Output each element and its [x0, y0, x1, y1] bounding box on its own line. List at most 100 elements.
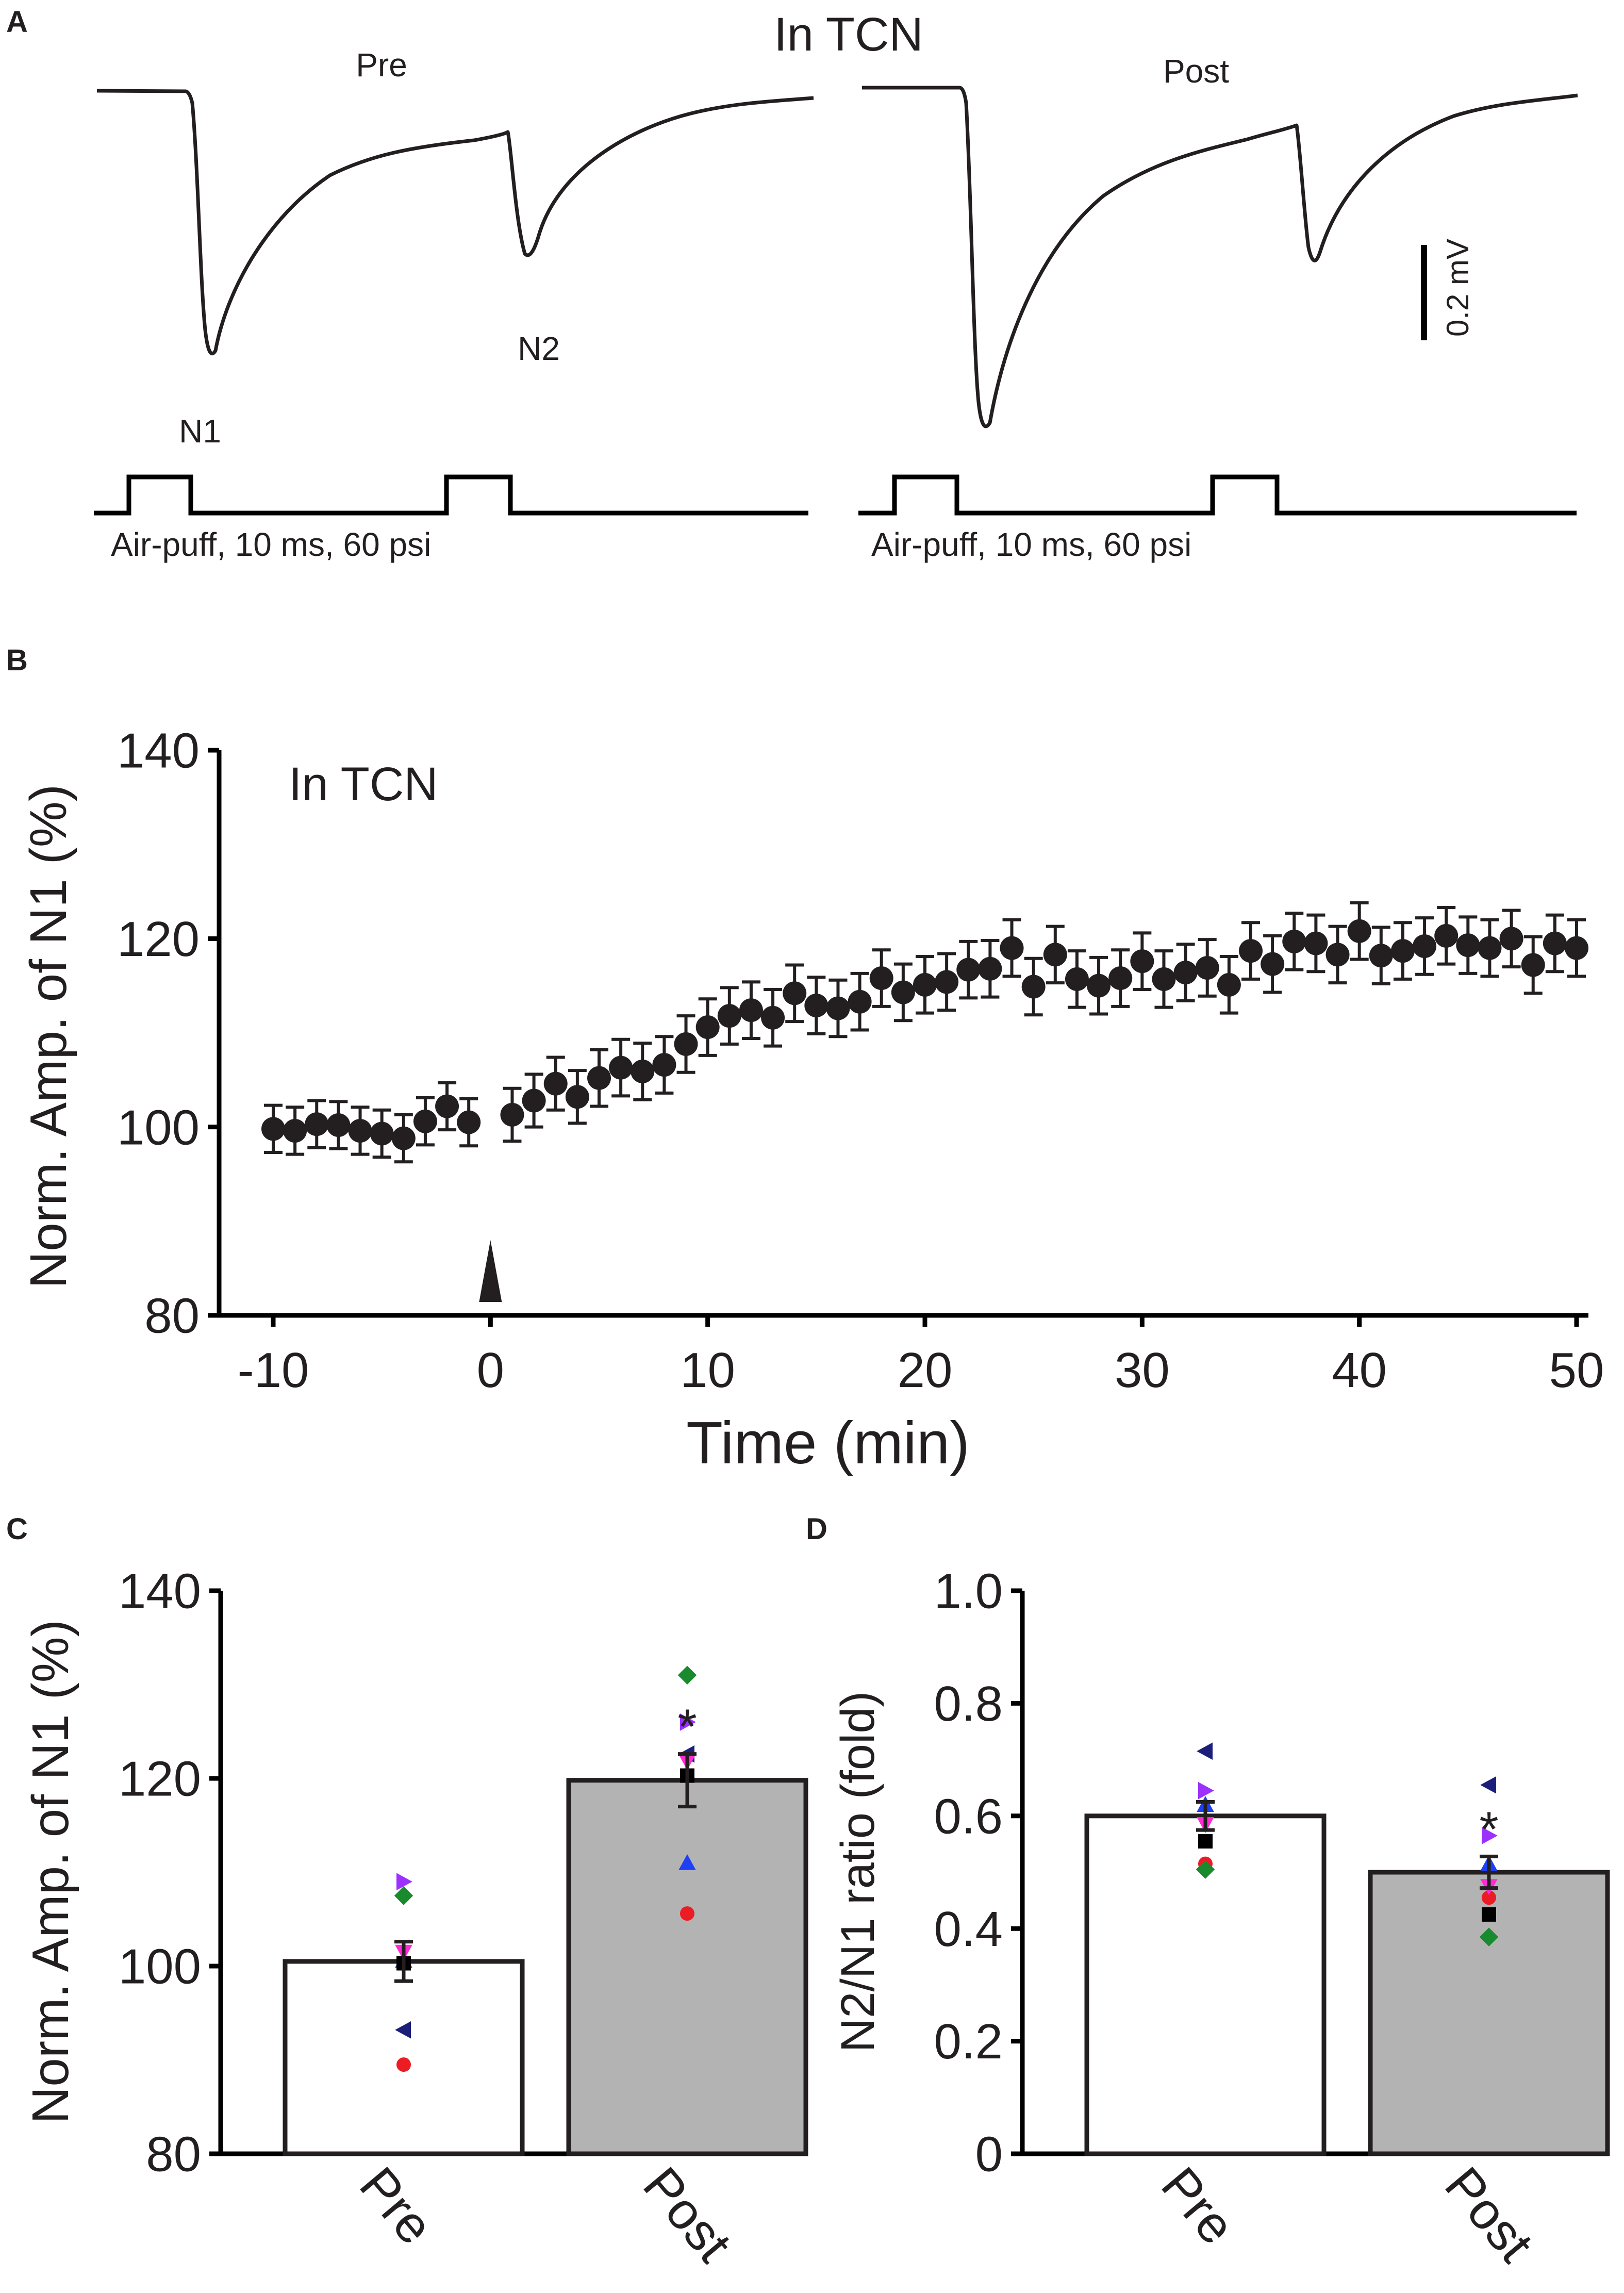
b-data-point: [565, 1085, 589, 1109]
c-y-tick-label: 140: [119, 1564, 201, 1619]
d-y-axis-label: N2/N1 ratio (fold): [832, 1691, 884, 2052]
d-y-tick-label: 0.6: [934, 1789, 1003, 1844]
b-x-tick-label: 30: [1115, 1343, 1170, 1398]
d-category-label-pre: Pre: [1150, 2156, 1246, 2255]
c-y-axis-label: Norm. Amp. of N1 (%): [22, 1620, 79, 2124]
d-individual-point: [1198, 1834, 1213, 1849]
b-data-point: [435, 1094, 459, 1118]
c-y-ticks: 80 100 120 140: [119, 1564, 221, 2182]
n2-label: N2: [518, 330, 560, 367]
c-bar-post: [566, 1778, 808, 2156]
b-data-point: [891, 980, 915, 1004]
panel-b-letter: B: [6, 644, 28, 677]
b-data-point: [543, 1071, 568, 1096]
b-data-point: [826, 996, 850, 1020]
b-y-tick-label: 80: [144, 1289, 200, 1344]
d-individual-point: [1479, 1927, 1499, 1946]
b-data-point: [804, 994, 828, 1018]
b-x-tick-label: 0: [477, 1343, 504, 1398]
b-x-tick-label: -10: [238, 1343, 309, 1398]
b-data-point: [522, 1088, 546, 1113]
d-y-ticks: 0 0.2 0.4 0.6 0.8 1.0: [934, 1564, 1022, 2182]
b-data-point: [1021, 975, 1046, 999]
b-data-point: [935, 970, 959, 994]
c-individual-point: [396, 1873, 412, 1890]
c-individual-point: [680, 1713, 696, 1731]
b-data-point: [1521, 953, 1545, 977]
b-data-point: [652, 1053, 676, 1077]
b-x-tick-label: 50: [1549, 1343, 1604, 1398]
b-data-point: [1369, 944, 1393, 968]
b-y-axis-label: Norm. Amp. of N1 (%): [20, 784, 77, 1289]
b-x-axis-label: Time (min): [686, 1409, 970, 1476]
b-data-point: [1000, 936, 1024, 960]
b-data-point: [261, 1117, 285, 1141]
b-data-point: [1239, 939, 1263, 963]
b-data-point: [695, 1015, 720, 1040]
panel-b-title: In TCN: [289, 758, 438, 811]
panel-a: A In TCN Pre Post N1 N2 0.2 mV Air-puff,…: [6, 5, 1578, 563]
c-category-label-pre: Pre: [349, 2156, 444, 2255]
b-data-point: [674, 1032, 698, 1056]
b-data-point: [869, 966, 893, 991]
c-individual-point: [396, 2057, 411, 2072]
d-significance-star: *: [1479, 1802, 1498, 1857]
b-x-tick-label: 10: [680, 1343, 735, 1398]
b-data-point: [761, 1005, 785, 1030]
b-x-tick-label: 20: [898, 1343, 953, 1398]
b-data-point: [913, 972, 937, 997]
b-data-point: [1499, 927, 1523, 951]
b-data-point: [978, 956, 1002, 981]
b-data-point: [1478, 936, 1502, 960]
b-data-point: [1390, 939, 1415, 963]
panel-d: D 0 0.2 0.4 0.6 0.8 1.0 N2/N1 ratio (fold) Pr…: [806, 1512, 1610, 2273]
b-y-tick-label: 140: [117, 723, 200, 779]
d-y-tick-label: 1.0: [934, 1564, 1003, 1619]
b-y-tick-label: 100: [117, 1100, 200, 1155]
scale-bar-label: 0.2 mV: [1440, 239, 1475, 337]
b-data-point: [1347, 919, 1371, 943]
b-data-point: [783, 981, 807, 1005]
b-data-point: [609, 1055, 633, 1080]
b-data-point: [1217, 972, 1241, 997]
b-x-ticks: -10 0 10 20 30 40 50: [238, 1315, 1604, 1398]
pre-trace-label: Pre: [356, 46, 407, 84]
pre-trace: [96, 89, 814, 356]
b-data-point: [1325, 943, 1350, 967]
d-y-tick-label: 0.8: [934, 1676, 1003, 1731]
post-trace: [862, 86, 1578, 428]
b-data-points: [261, 901, 1588, 1164]
d-individual-point: [1196, 1860, 1215, 1879]
panel-a-letter: A: [6, 5, 28, 39]
b-data-point: [413, 1109, 437, 1133]
b-data-point: [739, 998, 763, 1022]
stimulus-arrowhead-marker: [479, 1240, 502, 1302]
b-data-point: [1304, 931, 1328, 955]
d-individual-point: [1198, 1781, 1214, 1800]
b-data-point: [370, 1121, 394, 1146]
c-individual-point: [678, 1854, 696, 1870]
panel-a-title: In TCN: [774, 8, 923, 61]
b-data-point: [1065, 967, 1089, 991]
b-data-point: [1195, 955, 1219, 980]
b-data-point: [1543, 931, 1567, 955]
panel-d-letter: D: [806, 1512, 827, 1546]
b-data-point: [1087, 974, 1111, 998]
stimulus-post: [858, 474, 1577, 516]
c-individual-point: [677, 1665, 697, 1685]
b-x-tick-label: 40: [1332, 1343, 1387, 1398]
n1-label: N1: [179, 413, 221, 450]
d-individual-point: [1482, 1827, 1498, 1844]
d-y-tick-label: 0.2: [934, 2014, 1003, 2069]
b-data-point: [1173, 961, 1198, 985]
b-y-tick-label: 120: [117, 912, 200, 967]
b-data-point: [1434, 923, 1459, 948]
b-data-point: [326, 1113, 351, 1137]
b-data-point: [956, 958, 981, 982]
d-individual-point: [1482, 1907, 1496, 1922]
b-data-point: [457, 1110, 481, 1134]
b-data-point: [587, 1066, 611, 1090]
stimulus-label-post: Air-puff, 10 ms, 60 psi: [871, 526, 1191, 563]
c-individual-point: [394, 1886, 413, 1905]
b-data-point: [283, 1118, 307, 1143]
